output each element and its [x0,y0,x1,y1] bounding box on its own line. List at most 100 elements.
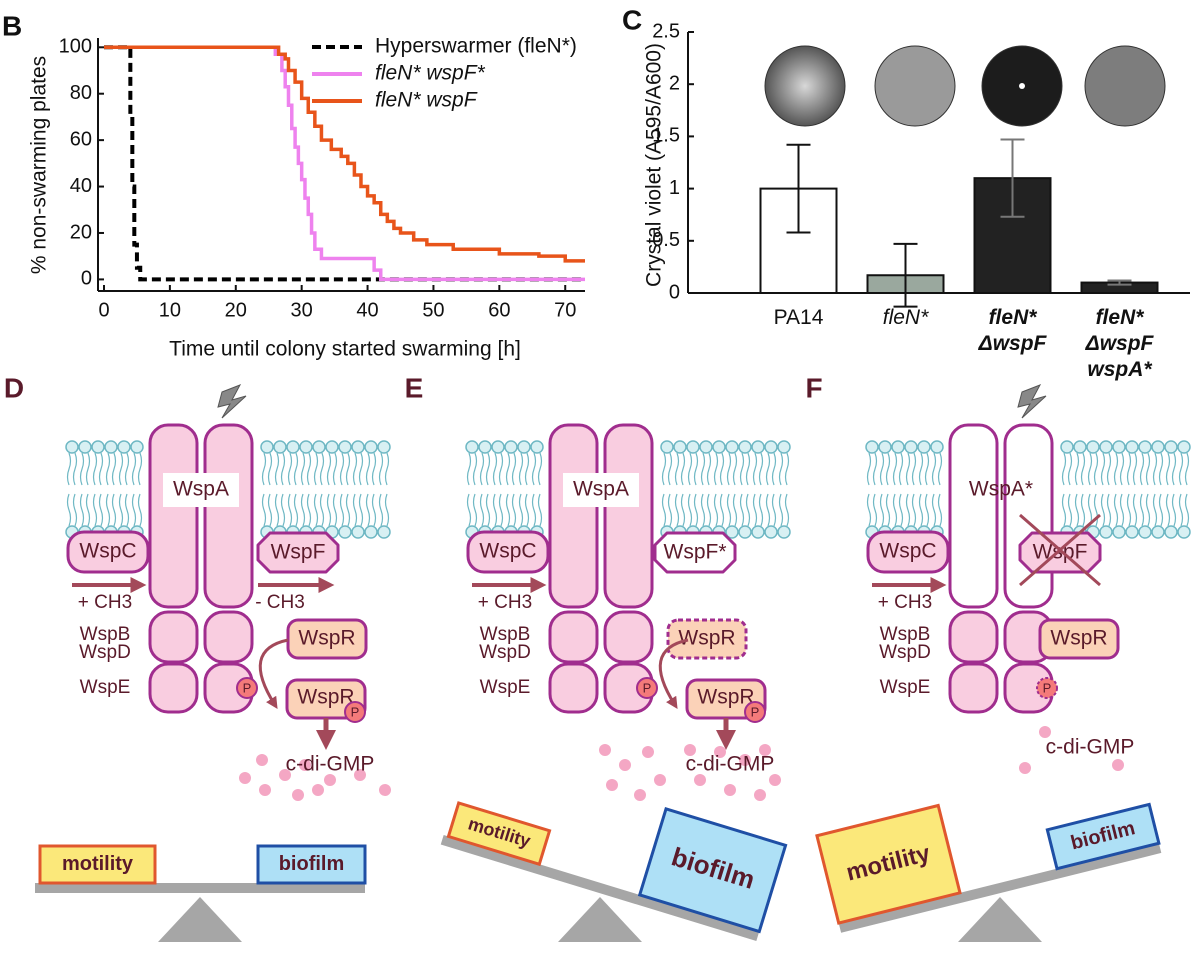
y-tick-label: 0.5 [652,229,680,251]
wspr-label: WspR [678,627,735,650]
wspbd-domain [948,610,999,664]
lipid-tail [261,452,273,486]
panel-letter: C [622,4,642,35]
lipid-head [1099,440,1113,454]
lipid-tail [92,452,104,486]
lipid-tail [1152,452,1164,486]
lipid-head [465,440,479,454]
lipid-head [1060,440,1074,454]
cdigmp-dot [754,789,766,801]
lipid-tail [326,452,338,486]
wspe-domain [948,662,999,714]
lipid-head [751,440,765,454]
lipid-head [312,440,326,454]
wspr [666,618,748,660]
lipid-head [117,440,131,454]
lipid-tail [879,493,891,527]
phosphate [1036,677,1058,699]
transfer-arrow [658,638,689,710]
cdigmp-dot [256,754,268,766]
panel-letter: B [2,10,22,41]
lipid-tail [866,493,878,527]
panel-label: F [805,372,822,403]
wspf [653,531,737,574]
lipid-head [351,440,365,454]
y-tick-label: 2 [669,72,680,94]
wspe-domain [548,662,599,714]
lipid-tail [79,452,91,486]
lipid-tail [1113,452,1125,486]
y-axis-label: % non-swarming plates [28,56,51,274]
wspe-label: WspE [480,677,531,698]
cdigmp-dot [714,746,726,758]
cdigmp-dot [724,784,736,796]
biofilm-box [1045,802,1161,871]
cdigmp-dot [599,744,611,756]
lipid-tail [700,452,712,486]
lipid-tail [1178,452,1190,486]
lipid-tail [531,493,543,527]
lipid-tail [752,452,764,486]
lipid-tail [300,452,312,486]
lipid-head [1112,440,1126,454]
beam [35,883,365,893]
wspf-cross [1019,513,1101,587]
x-tick-label: fleN* ΔwspF wspA* [1085,306,1155,381]
lipid-head [364,440,378,454]
lipid-tail [105,493,117,527]
lipid-head [865,440,879,454]
lipid-head [686,440,700,454]
wspbd-domain [203,610,254,664]
lipid-head [504,440,518,454]
lipid-tail [1074,493,1086,527]
y-tick-label: 100 [59,36,92,58]
lipid-tail [700,493,712,527]
lipid-tail [339,452,351,486]
lipid-tail [765,452,777,486]
x-tick-label: 40 [356,299,378,321]
lipid-head [260,440,274,454]
lipid-head [660,440,674,454]
fulcrum [958,897,1042,942]
y-tick-label: 80 [70,82,92,104]
colony-images [764,45,1166,127]
lipid-tail [713,452,725,486]
lipid-head [1151,440,1165,454]
lipid-tail [365,493,377,527]
series-line [104,45,585,282]
wspf-label: WspF* [664,541,727,564]
cdigmp-dot [1039,726,1051,738]
lipid-tail [739,452,751,486]
lipid-head [1086,440,1100,454]
y-tick-label: 20 [70,221,92,243]
cdigmp-dot [292,789,304,801]
cdigmp-dot [379,784,391,796]
lipid-head [273,440,287,454]
motility-box [815,803,962,925]
lipid-tail [118,493,130,527]
lipid-tail [905,452,917,486]
cdigmp-dot [239,772,251,784]
motility-box [38,844,157,885]
lipid-head [338,525,352,539]
cdigmp-dot [354,769,366,781]
motility-label: motility [62,853,134,875]
lipid-head [1073,440,1087,454]
lipid-head [725,525,739,539]
cdigmp-dot [1112,759,1124,771]
beam [838,843,1162,933]
wspr-p-label: WspR [297,686,354,709]
wspa-label: WspA [573,478,629,501]
cdigmp-dot [634,789,646,801]
cdigmp-label: c-di-GMP [286,753,375,776]
biofilm-box [256,844,367,885]
cdigmp-dot [654,774,666,786]
wspc-label: WspC [79,540,136,563]
wspd-label: WspD [79,642,131,663]
lipid-tail [892,452,904,486]
